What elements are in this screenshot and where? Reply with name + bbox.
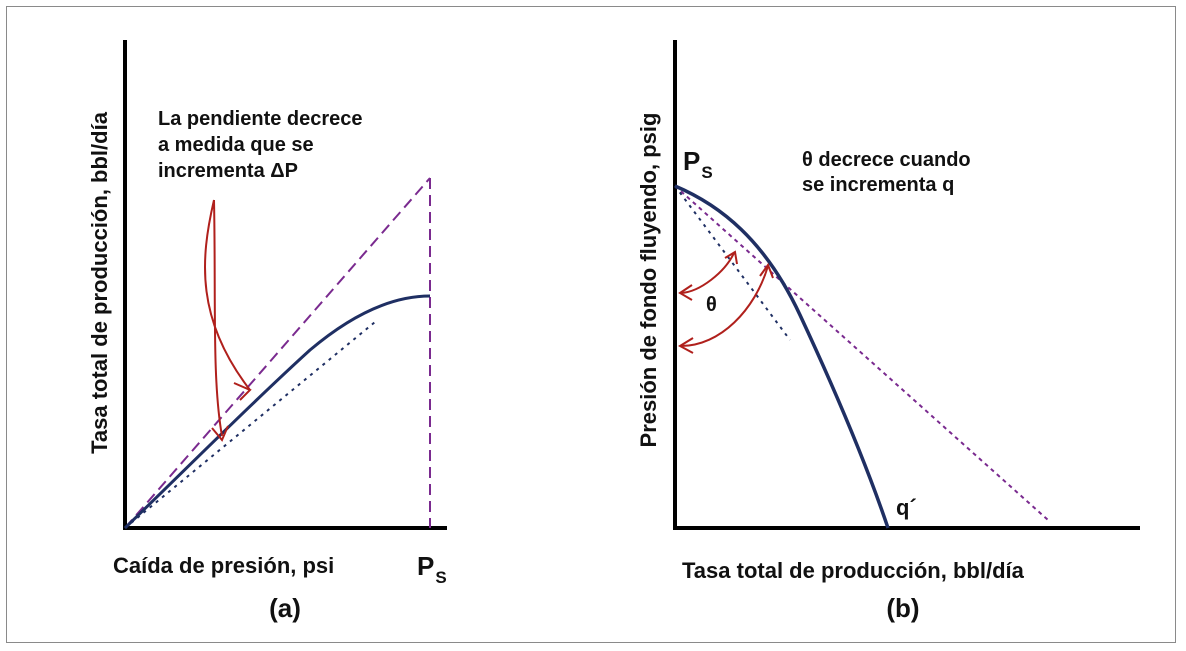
panel-b-dotted-tangent [674, 185, 791, 341]
panel-b-ps-label: PS [683, 146, 713, 182]
panel-b-ps-main: P [683, 146, 700, 176]
panel-a-arrowhead-lower [211, 425, 229, 442]
panel-b-caption: (b) [886, 593, 919, 623]
panel-b-ipr-curve [674, 184, 890, 529]
panel-b-theta-arc-large-head-left [677, 337, 694, 354]
panel-b-x-axis-label: Tasa total de producción, bbl/día [682, 558, 1025, 583]
panel-a-y-axis-label: Tasa total de producción, bbl/día [87, 111, 112, 454]
panel-b-qprime-label: q´ [896, 495, 917, 520]
panel-a-production-curve [123, 294, 431, 530]
panel-a-annotation-arrow [204, 199, 251, 437]
panel-a-dashed-slope-line [124, 177, 431, 529]
panel-b-theta-arc-large [680, 265, 769, 347]
panel-a-dotted-tangent [124, 321, 376, 529]
panel-a-ps-sub: S [435, 568, 446, 587]
panel-b-y-axis-label: Presión de fondo fluyendo, psig [636, 113, 661, 448]
panel-a-arrowhead-upper [233, 382, 252, 401]
panel-b-ps-sub: S [701, 163, 712, 182]
panel-b-dashed-tangent [674, 185, 1049, 521]
panel-b-theta-arc-small-head-right [724, 250, 738, 265]
panel-b-theta-arc-large-head-right [759, 262, 774, 279]
panel-b-annotation-line-1: θ decrece cuando [802, 149, 971, 171]
panel-b-annotation-line-2: se incrementa q [802, 174, 954, 196]
panel-a: La pendiente decrece a medida que se inc… [87, 40, 447, 623]
figure-frame [6, 6, 1176, 643]
panel-b: θ θ decrece cuando se incrementa q PS q´… [636, 40, 1140, 623]
panel-b-theta-label: θ [706, 294, 717, 316]
panel-a-ps-label: PS [417, 551, 447, 587]
panel-a-annotation-line-1: La pendiente decrece [158, 108, 363, 130]
panel-a-annotation-line-2: a medida que se [158, 134, 314, 156]
panel-a-ps-main: P [417, 551, 434, 581]
panel-b-theta-arc-small [680, 252, 735, 294]
panel-a-annotation-line-3: incrementa ΔP [158, 160, 298, 182]
panel-b-theta-arc-small-head-left [678, 284, 693, 301]
panel-a-caption: (a) [269, 593, 301, 623]
panel-a-x-axis-label: Caída de presión, psi [113, 553, 334, 578]
